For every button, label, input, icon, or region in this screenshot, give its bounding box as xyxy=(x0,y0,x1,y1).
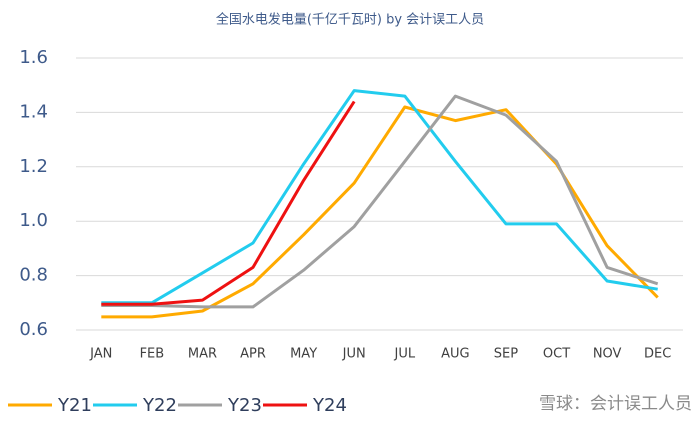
y-tick-label: 1.0 xyxy=(19,210,48,231)
y-tick-label: 0.8 xyxy=(19,265,48,286)
y-tick-label: 1.4 xyxy=(19,101,48,122)
watermark: 雪球：会计误工人员 xyxy=(539,394,692,414)
legend-label: Y22 xyxy=(142,395,177,416)
x-tick-label: MAR xyxy=(188,347,217,362)
series-line xyxy=(101,100,356,306)
y-tick-label: 0.6 xyxy=(19,319,48,340)
legend-label: Y23 xyxy=(227,395,262,416)
legend-label: Y21 xyxy=(57,395,92,416)
x-tick-label: DEC xyxy=(644,347,671,362)
x-tick-label: SEP xyxy=(494,347,518,362)
x-tick-label: AUG xyxy=(441,347,469,362)
series-line xyxy=(101,94,659,309)
y-tick-label: 1.6 xyxy=(19,47,48,68)
x-tick-label: JAN xyxy=(89,347,112,362)
x-tick-label: APR xyxy=(240,347,266,362)
x-tick-label: OCT xyxy=(543,347,570,362)
x-tick-label: JUN xyxy=(342,347,366,362)
x-tick-label: NOV xyxy=(593,347,622,362)
y-tick-label: 1.2 xyxy=(19,156,48,177)
chart-title: 全国水电发电量(千亿千瓦时) by 会计误工人员 xyxy=(216,12,484,28)
x-tick-label: FEB xyxy=(140,347,165,362)
x-tick-label: JUL xyxy=(393,347,415,362)
legend-label: Y24 xyxy=(312,395,347,416)
x-tick-label: MAY xyxy=(290,347,317,362)
series-line xyxy=(101,89,658,305)
